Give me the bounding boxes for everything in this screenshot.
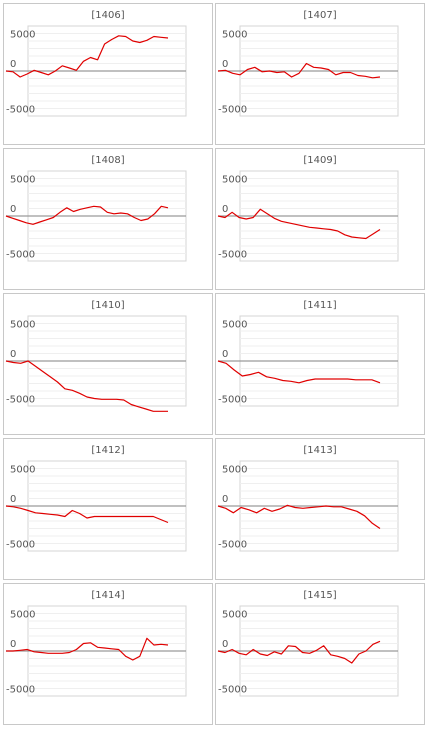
series-line xyxy=(5,360,168,412)
chart-title: [1412] xyxy=(91,445,125,456)
y-tick-label: -5000 xyxy=(6,105,35,116)
chart-svg: 5000 0 -5000 xyxy=(5,315,187,412)
chart-panel: [1414] 5000 0 -5000 xyxy=(3,583,213,725)
chart-svg: 5000 0 -5000 xyxy=(217,315,399,407)
series-line xyxy=(6,637,169,661)
y-tick-label: 0 xyxy=(222,204,228,215)
y-tick-label: -5000 xyxy=(218,540,247,551)
series-line xyxy=(217,640,381,664)
y-tick-label: 5000 xyxy=(10,175,35,186)
chart-svg: 5000 0 -5000 xyxy=(217,170,399,262)
chart-svg: 5000 0 -5000 xyxy=(5,25,187,117)
chart-panel: [1412] 5000 0 -5000 xyxy=(3,438,213,580)
chart-title: [1408] xyxy=(91,155,125,166)
y-tick-label: 5000 xyxy=(222,175,247,186)
y-tick-label: 0 xyxy=(222,639,228,650)
y-tick-label: 5000 xyxy=(10,610,35,621)
y-tick-label: 0 xyxy=(222,59,228,70)
y-tick-label: 5000 xyxy=(222,320,247,331)
y-tick-label: 0 xyxy=(222,494,228,505)
series-line xyxy=(217,208,381,240)
series-line xyxy=(217,62,381,79)
chart-svg: 5000 0 -5000 xyxy=(5,170,187,262)
chart-svg: 5000 0 -5000 xyxy=(6,605,187,697)
chart-title: [1414] xyxy=(91,590,125,601)
y-tick-label: 0 xyxy=(10,639,16,650)
chart-title: [1410] xyxy=(91,300,125,311)
y-tick-label: -5000 xyxy=(218,685,247,696)
y-tick-label: 5000 xyxy=(222,610,247,621)
y-tick-label: 5000 xyxy=(10,320,35,331)
chart-panel: [1408] 5000 0 -5000 xyxy=(3,148,213,290)
chart-title: [1415] xyxy=(303,590,337,601)
series-line xyxy=(217,504,381,529)
chart-svg: 5000 0 -5000 xyxy=(217,460,399,552)
chart-title: [1407] xyxy=(303,10,337,21)
y-tick-label: 5000 xyxy=(222,30,247,41)
y-tick-label: 0 xyxy=(10,59,16,70)
chart-panel: [1409] 5000 0 -5000 xyxy=(215,148,425,290)
chart-panel: [1407] 5000 0 -5000 xyxy=(215,3,425,145)
series-line xyxy=(217,360,381,384)
y-tick-label: 5000 xyxy=(222,465,247,476)
chart-panel: [1415] 5000 0 -5000 xyxy=(215,583,425,725)
chart-title: [1413] xyxy=(303,445,337,456)
chart-svg: 5000 0 -5000 xyxy=(217,605,399,697)
chart-svg: 5000 0 -5000 xyxy=(217,25,399,117)
series-line xyxy=(5,505,169,524)
y-tick-label: -5000 xyxy=(218,105,247,116)
y-tick-label: -5000 xyxy=(218,395,247,406)
chart-title: [1411] xyxy=(303,300,337,311)
chart-svg: 5000 0 -5000 xyxy=(5,460,187,552)
chart-panel: [1406] 5000 0 -5000 xyxy=(3,3,213,145)
y-tick-label: 0 xyxy=(10,204,16,215)
y-tick-label: -5000 xyxy=(218,250,247,261)
chart-panel: [1411] 5000 0 -5000 xyxy=(215,293,425,435)
chart-panel: [1410] 5000 0 -5000 xyxy=(3,293,213,435)
series-line xyxy=(5,205,169,225)
series-line xyxy=(5,35,169,78)
y-tick-label: -5000 xyxy=(6,250,35,261)
y-tick-label: 5000 xyxy=(10,30,35,41)
y-tick-label: 0 xyxy=(222,349,228,360)
chart-panel: [1413] 5000 0 -5000 xyxy=(215,438,425,580)
y-tick-label: -5000 xyxy=(6,685,35,696)
y-tick-label: 0 xyxy=(10,494,16,505)
y-tick-label: -5000 xyxy=(6,540,35,551)
y-tick-label: 5000 xyxy=(10,465,35,476)
chart-title: [1409] xyxy=(303,155,337,166)
y-tick-label: 0 xyxy=(10,349,16,360)
chart-title: [1406] xyxy=(91,10,125,21)
y-tick-label: -5000 xyxy=(6,395,35,406)
